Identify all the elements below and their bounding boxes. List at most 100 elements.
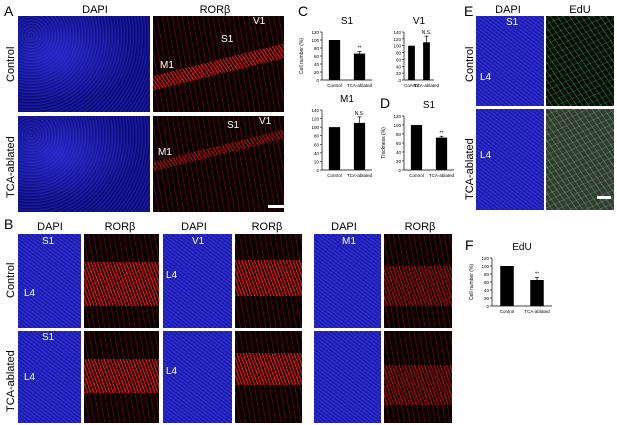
significance-label: N.S. bbox=[422, 30, 432, 36]
y-tick-label: 0 bbox=[316, 78, 319, 83]
panel-b-channel: RORβ bbox=[251, 221, 283, 233]
y-tick-label: 80 bbox=[484, 272, 490, 277]
y-tick-label: 100 bbox=[311, 38, 319, 43]
y-tick-label: 120 bbox=[393, 114, 401, 119]
panel-b-row-control: Control bbox=[5, 262, 17, 298]
layer-label-l4: L4 bbox=[24, 288, 36, 299]
layer-label-l4: L4 bbox=[166, 366, 178, 377]
y-tick-label: 120 bbox=[311, 30, 319, 35]
y-tick-label: 80 bbox=[396, 132, 402, 137]
bar bbox=[328, 127, 341, 170]
chart-f-edu: EdU Cell number (%) 0 20 40 60 80 100 120 Control… bbox=[469, 242, 552, 314]
panel-b-s1-dapi-tca bbox=[18, 331, 81, 423]
chart-title: S1 bbox=[423, 100, 436, 111]
panel-b-v1-dapi-tca bbox=[163, 331, 232, 423]
panel-b-v1-dapi-control bbox=[163, 234, 232, 328]
y-tick-label: 60 bbox=[314, 54, 320, 59]
bar bbox=[353, 122, 366, 170]
area-label: S1 bbox=[42, 332, 55, 343]
y-tick-label: 140 bbox=[393, 30, 401, 35]
annot-v1: V1 bbox=[259, 116, 272, 127]
x-tick-label: TCA-ablated bbox=[429, 173, 455, 178]
panel-label-e: E bbox=[464, 3, 474, 19]
layer-label-l4: L4 bbox=[480, 72, 492, 83]
panel-b-s1-dapi-control bbox=[18, 234, 81, 328]
y-tick-label: 40 bbox=[314, 151, 320, 156]
panel-b-s1-rorb-tca bbox=[84, 331, 159, 423]
y-tick-label: 20 bbox=[396, 159, 402, 164]
significance-label: ** bbox=[535, 272, 539, 278]
scale-bar bbox=[268, 205, 290, 208]
y-axis-label: Thickness (%) bbox=[381, 127, 387, 159]
x-tick-label: Control bbox=[409, 173, 424, 178]
chart-title: M1 bbox=[340, 94, 354, 105]
y-tick-label: 0 bbox=[486, 304, 489, 309]
x-tick-label: Control bbox=[327, 173, 342, 178]
x-tick-label: TCA-ablated bbox=[347, 173, 373, 178]
y-tick-label: 60 bbox=[396, 57, 402, 62]
y-tick-label: 100 bbox=[393, 123, 401, 128]
significance-label: ** bbox=[440, 130, 444, 136]
panel-e-dapi-tca-image bbox=[476, 109, 544, 210]
bar bbox=[410, 125, 423, 170]
y-tick-label: 120 bbox=[481, 256, 489, 261]
y-tick-label: 40 bbox=[396, 150, 402, 155]
y-tick-label: 20 bbox=[314, 70, 320, 75]
panel-e-edu-tca-image bbox=[546, 109, 614, 210]
x-tick-label: Control bbox=[500, 309, 515, 314]
panel-a-row-tca: TCA-ablated bbox=[5, 136, 17, 198]
y-tick-label: 120 bbox=[311, 117, 319, 122]
panel-b-m1-dapi-control bbox=[314, 234, 381, 328]
y-tick-label: 40 bbox=[314, 62, 320, 67]
panel-label-f: F bbox=[465, 237, 474, 253]
chart-d-s1: S1 Thickness (%) 0 20 40 60 80 100 120 Control ** T… bbox=[381, 100, 455, 178]
panel-a-rorb-tca-image bbox=[153, 116, 284, 212]
y-tick-label: 60 bbox=[484, 280, 490, 285]
panel-label-c: C bbox=[298, 3, 309, 19]
rorb-l4-band bbox=[84, 262, 159, 306]
annot-m1: M1 bbox=[160, 60, 174, 71]
annot-s1: S1 bbox=[227, 120, 240, 131]
panel-label-d: D bbox=[380, 95, 391, 111]
panel-b-channel: DAPI bbox=[181, 221, 207, 233]
rorb-l4-band bbox=[235, 260, 302, 296]
chart-c-m1: M1 0 20 40 60 80 100 120 140 Control N.S. TCA-ablat… bbox=[311, 94, 373, 178]
y-tick-label: 80 bbox=[314, 46, 320, 51]
chart-c-s1: S1 Cell number (%) 0 20 40 60 80 100 120 Control *… bbox=[299, 16, 373, 88]
chart-title: S1 bbox=[341, 16, 354, 27]
area-label-s1: S1 bbox=[506, 17, 519, 28]
annot-s1: S1 bbox=[221, 34, 234, 45]
significance-label: ** bbox=[358, 46, 362, 52]
bar bbox=[500, 266, 514, 306]
bar bbox=[530, 280, 544, 306]
y-tick-label: 100 bbox=[481, 264, 489, 269]
panel-b-channel: DAPI bbox=[331, 221, 357, 233]
annot-v1: V1 bbox=[253, 16, 266, 27]
area-label: V1 bbox=[192, 236, 205, 247]
panel-e-channel-dapi: DAPI bbox=[495, 4, 521, 16]
bar bbox=[423, 42, 430, 80]
rorb-l4-band bbox=[235, 353, 302, 385]
panel-a-channel-dapi: DAPI bbox=[82, 4, 108, 16]
panel-b-channel: DAPI bbox=[37, 221, 63, 233]
panel-b-v1-rorb-control bbox=[235, 234, 302, 328]
panel-e-row-tca: TCA-ablated bbox=[464, 138, 476, 200]
layer-label-l4: L4 bbox=[24, 372, 36, 383]
y-tick-label: 100 bbox=[311, 125, 319, 130]
panel-a-channel-rorb: RORβ bbox=[199, 4, 231, 16]
y-tick-label: 120 bbox=[393, 37, 401, 42]
rorb-l4-band bbox=[384, 266, 452, 306]
rorb-band bbox=[153, 127, 284, 174]
y-tick-label: 0 bbox=[398, 168, 401, 173]
panel-b-m1-dapi-tca bbox=[314, 331, 381, 423]
y-tick-label: 20 bbox=[484, 296, 490, 301]
chart-title: EdU bbox=[512, 242, 531, 253]
x-tick-label: TCA-ablated bbox=[524, 309, 550, 314]
y-tick-label: 40 bbox=[484, 288, 490, 293]
panel-b-channel: RORβ bbox=[104, 221, 136, 233]
significance-label: N.S. bbox=[355, 111, 365, 117]
layer-label-l4: L4 bbox=[480, 150, 492, 161]
bar bbox=[353, 53, 366, 80]
y-tick-label: 40 bbox=[396, 64, 402, 69]
